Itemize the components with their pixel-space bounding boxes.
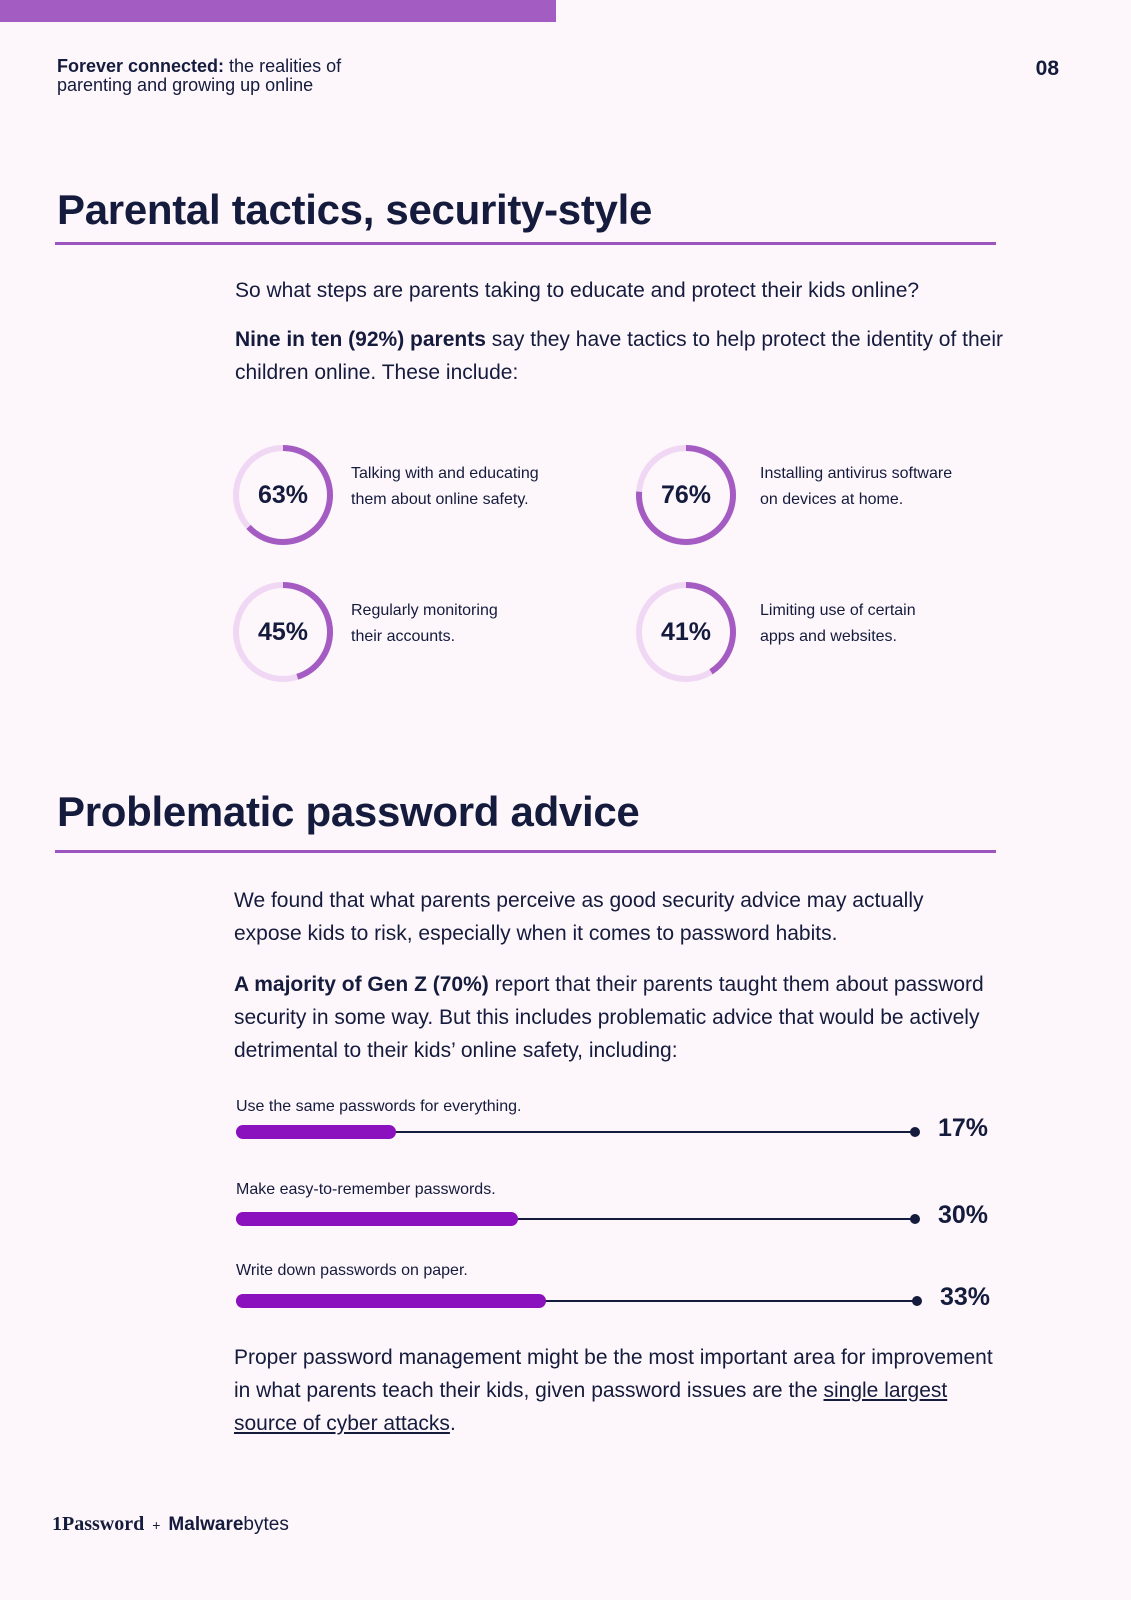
bar-row-easy-passwords: Make easy-to-remember passwords. 30% xyxy=(234,1181,1004,1231)
bar-fill xyxy=(236,1212,518,1226)
bar-label: Use the same passwords for everything. xyxy=(236,1098,522,1115)
bar-track xyxy=(236,1218,914,1220)
stat-ring xyxy=(636,582,736,682)
running-header: Forever connected: the realities of pare… xyxy=(57,57,341,95)
stat-percent: 45% xyxy=(257,618,309,646)
page-number: 08 xyxy=(1035,57,1059,80)
closing-text: Proper password management might be the … xyxy=(234,1346,993,1402)
stat-percent: 76% xyxy=(660,481,712,509)
bar-row-paper-passwords: Write down passwords on paper. 33% xyxy=(234,1262,1004,1312)
closing-end: . xyxy=(449,1412,456,1435)
bar-fill xyxy=(236,1294,546,1308)
header-title-line2: parenting and growing up online xyxy=(57,75,314,95)
header-title-bold: Forever connected: xyxy=(57,56,225,76)
cyber-attacks-link[interactable]: single largest source of cyber attacks xyxy=(234,1379,948,1435)
bar-value: 17% xyxy=(938,1114,989,1142)
section-title-password-advice: Problematic password advice xyxy=(57,788,640,835)
bar-label: Write down passwords on paper. xyxy=(236,1262,468,1279)
section2-closing: Proper password management might be the … xyxy=(234,1341,994,1440)
section-divider xyxy=(55,242,996,245)
section1-lead-bold: Nine in ten (92%) parents xyxy=(235,328,486,351)
stat-ring xyxy=(636,445,736,545)
section1-intro: So what steps are parents taking to educ… xyxy=(235,279,920,302)
logo-plus: + xyxy=(152,1517,161,1533)
stat-description: Talking with and educating them about onl… xyxy=(351,465,539,508)
stat-percent: 41% xyxy=(660,618,712,646)
section1-lead: Nine in ten (92%) parents say they have … xyxy=(235,323,1015,389)
bar-label: Make easy-to-remember passwords. xyxy=(236,1181,496,1198)
section2-para2-bold: A majority of Gen Z (70%) xyxy=(234,973,489,996)
header-title-rest: the realities of xyxy=(224,56,342,76)
bar-fill xyxy=(236,1125,396,1139)
bar-track xyxy=(236,1300,916,1302)
stat-ring xyxy=(233,582,333,682)
bar-value: 30% xyxy=(938,1201,989,1229)
section1-lead-rest: say they have tactics to help protect th… xyxy=(235,328,1004,384)
stat-description: Installing antivirus software on devices … xyxy=(760,465,953,508)
bar-end-dot xyxy=(912,1296,922,1306)
section2-para2: A majority of Gen Z (70%) report that th… xyxy=(234,968,1004,1067)
footer-logos: 1Password + Malwarebytes xyxy=(52,1513,289,1536)
stat-description: Regularly monitoring their accounts. xyxy=(351,602,498,645)
section2-para2-rest: report that their parents taught them ab… xyxy=(234,973,984,1062)
bar-track xyxy=(236,1131,914,1133)
malwarebytes-logo: Malwarebytes xyxy=(168,1514,289,1535)
top-accent-bar xyxy=(0,0,556,22)
bar-end-dot xyxy=(910,1127,920,1137)
bar-end-dot xyxy=(910,1214,920,1224)
onepassword-logo: 1Password xyxy=(52,1513,145,1535)
section2-para1: We found that what parents perceive as g… xyxy=(234,889,924,945)
section-divider xyxy=(55,850,996,853)
stat-percent: 63% xyxy=(257,481,309,509)
stat-description: Limiting use of certain apps and websites… xyxy=(760,602,916,645)
bar-value: 33% xyxy=(940,1283,991,1311)
section-title-parental-tactics: Parental tactics, security-style xyxy=(57,186,653,233)
bar-row-same-passwords: Use the same passwords for everything. 1… xyxy=(234,1098,1004,1148)
stat-ring xyxy=(233,445,333,545)
